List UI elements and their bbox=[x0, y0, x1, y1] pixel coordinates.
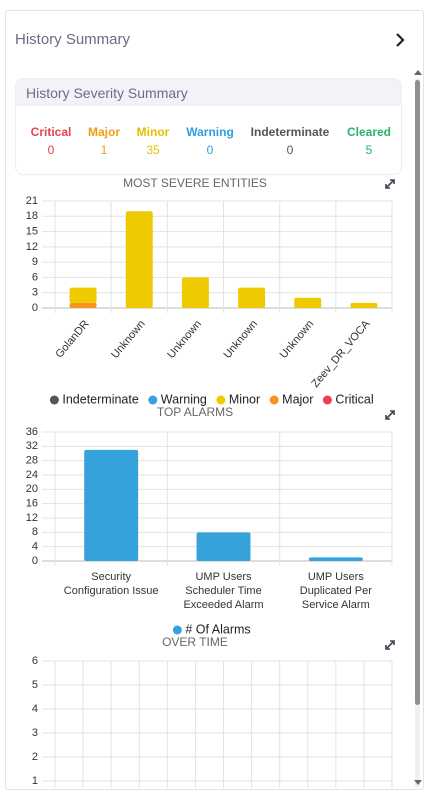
scrollbar-thumb[interactable] bbox=[415, 80, 420, 705]
x-tick-label: GolanDR bbox=[53, 318, 91, 360]
bar bbox=[84, 449, 139, 561]
y-tick-label: 3 bbox=[32, 727, 38, 739]
expand-button[interactable] bbox=[385, 179, 395, 189]
y-tick-label: 36 bbox=[26, 426, 38, 438]
severity-card: History Severity Summary Critical 0 Major 1… bbox=[15, 78, 402, 175]
y-tick-label: 20 bbox=[26, 483, 38, 495]
y-tick-label: 4 bbox=[32, 541, 38, 553]
y-tick-label: 6 bbox=[32, 271, 38, 283]
chart-title: TOP ALARMS bbox=[157, 405, 233, 419]
x-tick-label: Zeev_DR_VOCA bbox=[309, 318, 372, 390]
severity-value: 0 bbox=[286, 143, 294, 157]
card-title: History Severity Summary bbox=[26, 85, 188, 101]
bar bbox=[294, 297, 322, 308]
bar bbox=[69, 302, 97, 308]
y-tick-label: 21 bbox=[26, 195, 38, 207]
y-tick-label: 5 bbox=[32, 679, 38, 691]
legend-marker bbox=[269, 395, 279, 405]
bar bbox=[69, 287, 97, 303]
legend: # Of Alarms bbox=[172, 622, 251, 636]
chart-title: OVER TIME bbox=[162, 635, 228, 649]
scroll-up[interactable] bbox=[414, 70, 422, 75]
y-tick-label: 24 bbox=[26, 469, 38, 481]
severity-label: Warning bbox=[186, 125, 234, 139]
y-tick-label: 32 bbox=[26, 440, 38, 452]
expand-button[interactable] bbox=[385, 640, 395, 650]
severity-label: Cleared bbox=[346, 125, 392, 139]
bar bbox=[125, 211, 153, 308]
expand-button[interactable] bbox=[385, 410, 395, 420]
x-tick-label: Security Configuration Issue bbox=[63, 571, 159, 597]
bar bbox=[181, 277, 209, 308]
severity-label: Critical bbox=[30, 125, 72, 139]
y-tick-label: 6 bbox=[32, 655, 38, 667]
legend-label: Minor bbox=[229, 392, 260, 406]
x-tick-label: Unknown bbox=[165, 318, 204, 361]
severity-value: 5 bbox=[365, 143, 373, 157]
y-tick-label: 12 bbox=[26, 241, 38, 253]
legend-marker bbox=[216, 395, 226, 405]
y-tick-label: 0 bbox=[32, 302, 38, 314]
y-tick-label: 16 bbox=[26, 498, 38, 510]
y-tick-label: 2 bbox=[32, 751, 38, 763]
y-tick-label: 4 bbox=[32, 703, 38, 715]
legend-marker bbox=[172, 625, 182, 635]
x-tick-label: Unknown bbox=[221, 318, 260, 361]
severity-label: Minor bbox=[136, 125, 170, 139]
x-tick-label: UMP Users Duplicated Per Service Alarm bbox=[299, 571, 372, 611]
collapse-chevron[interactable] bbox=[396, 33, 405, 47]
legend-label: Critical bbox=[335, 392, 373, 406]
bar bbox=[196, 532, 251, 561]
severity-value: 35 bbox=[146, 143, 160, 157]
legend-label: Major bbox=[282, 392, 313, 406]
bar bbox=[238, 287, 266, 308]
legend: Indeterminate Warning Minor Major Critical bbox=[49, 392, 374, 406]
y-tick-label: 0 bbox=[32, 555, 38, 567]
y-tick-label: 1 bbox=[32, 775, 38, 787]
legend-label: Indeterminate bbox=[62, 392, 138, 406]
y-tick-label: 18 bbox=[26, 210, 38, 222]
legend-marker bbox=[322, 395, 332, 405]
chart-title: MOST SEVERE ENTITIES bbox=[123, 176, 267, 190]
y-tick-label: 9 bbox=[32, 256, 38, 268]
panel-title: History Summary bbox=[15, 31, 131, 48]
severity-label: Major bbox=[87, 125, 121, 139]
legend-marker bbox=[148, 395, 158, 405]
bar bbox=[308, 557, 363, 561]
severity-value: 1 bbox=[100, 143, 108, 157]
severity-label: Indeterminate bbox=[250, 125, 330, 139]
y-tick-label: 15 bbox=[26, 225, 38, 237]
severity-value: 0 bbox=[47, 143, 55, 157]
y-tick-label: 8 bbox=[32, 526, 38, 538]
card-header bbox=[16, 79, 401, 106]
x-tick-label: Unknown bbox=[109, 318, 148, 361]
y-tick-label: 12 bbox=[26, 512, 38, 524]
legend-marker bbox=[49, 395, 59, 405]
x-tick-label: UMP Users Scheduler Time Exceeded Alarm bbox=[183, 571, 264, 611]
legend-label: Warning bbox=[161, 392, 207, 406]
x-tick-label: Unknown bbox=[278, 318, 317, 361]
bar bbox=[350, 302, 378, 308]
severity-value: 0 bbox=[206, 143, 214, 157]
scroll-down[interactable] bbox=[414, 780, 422, 785]
panel bbox=[5, 10, 424, 790]
legend-label: # Of Alarms bbox=[185, 622, 250, 636]
y-tick-label: 3 bbox=[32, 287, 38, 299]
y-tick-label: 28 bbox=[26, 455, 38, 467]
